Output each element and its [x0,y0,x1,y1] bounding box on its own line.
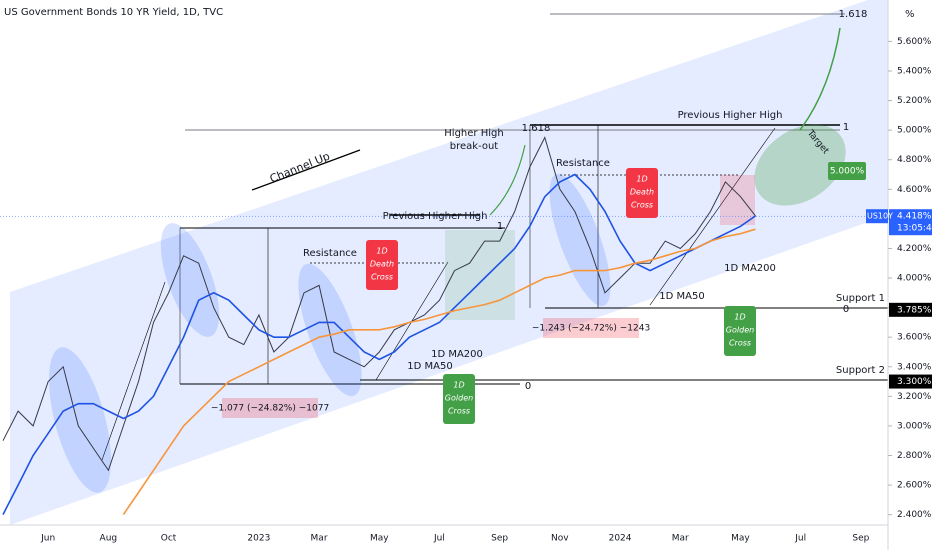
highlight [160,223,220,337]
callout-text: Cross [631,201,653,210]
y-tick-label: 5.600% [897,37,932,47]
support-label: Support 1 [836,293,885,304]
highlight [298,263,362,397]
y-tick-label: 3.200% [897,392,932,402]
price-tag [889,374,932,389]
annotation: break-out [450,141,499,152]
x-tick-label: Jul [794,534,806,544]
x-tick-label: Mar [672,534,689,544]
series-line [2,173,756,515]
x-tick-label: May [731,534,750,544]
drawing-line [649,127,776,306]
target-value: 5.000% [830,167,865,177]
x-tick-label: Mar [311,534,328,544]
series-line [2,136,756,472]
callout-text: Cross [371,273,393,282]
y-tick-label: 4.200% [897,244,932,254]
annotation: Resistance [556,158,610,169]
callout-text: Golden [726,326,754,335]
axis-unit: % [905,9,915,20]
price-tag-label: 4.418% [897,212,932,222]
callout-text: Death [630,188,654,197]
drawing-line [251,149,361,191]
symbol-label: US10Y [867,212,893,221]
callout-text: 1D [453,381,464,390]
y-tick-label: 2.800% [897,451,932,461]
countdown: 13:05:49 [897,224,932,234]
annotation: 1 [843,122,849,133]
annotation: Resistance [303,248,357,259]
breakout-arrow [489,144,526,216]
y-tick-label: 3.600% [897,333,932,343]
y-tick-label: 4.800% [897,155,932,165]
symbol-tag [866,209,888,224]
target-box [828,162,866,180]
callout-box [443,374,475,424]
callout-box [724,306,756,356]
x-tick-label: Aug [100,534,118,544]
annotation: 0 [525,381,531,392]
price-tag-label: 3.785% [897,305,932,315]
x-tick-label: Oct [161,534,177,544]
callout-box [366,240,398,290]
callout-text: 1D [636,175,647,184]
highlight [49,347,111,493]
series-line [122,228,756,516]
y-tick-label: 2.600% [897,481,932,491]
measure-box [222,398,318,418]
annotation: Previous Higher High [678,110,783,121]
support-label: Support 2 [836,365,885,376]
x-tick-label: Nov [551,534,569,544]
price-tag [889,209,932,236]
callout-text: Cross [448,407,470,416]
chart-title: US Government Bonds 10 YR Yield, 1D, TVC [4,7,223,18]
annotation: Previous Higher High [383,211,488,222]
y-tick-label: 3.000% [897,421,932,431]
callout-text: Cross [729,339,751,348]
y-tick-label: 4.600% [897,185,932,195]
annotation: 1D MA200 [724,263,776,274]
highlight [720,175,755,225]
callout-text: 1D [376,247,387,256]
y-tick-label: 2.400% [897,510,932,520]
y-tick-label: 4.000% [897,274,932,284]
measure-box [543,318,639,338]
target-zone [754,124,846,206]
annotation: 1D MA200 [431,349,483,360]
y-tick-label: 5.000% [897,126,932,136]
x-tick-label: 2024 [609,534,632,544]
callout-text: Golden [445,394,473,403]
annotation: 1 [497,221,503,232]
x-tick-label: Jul [433,534,445,544]
x-tick-label: Sep [852,534,869,544]
channel [10,0,888,525]
x-tick-label: May [370,534,389,544]
y-tick-label: 5.400% [897,66,932,76]
x-tick-label: Sep [491,534,508,544]
callout-text: 1D [734,313,745,322]
x-tick-label: 2023 [247,534,270,544]
annotation: 1D MA50 [407,361,452,372]
callout-box [626,168,658,218]
annotation: 1.618 [839,9,868,20]
y-tick-label: 5.200% [897,96,932,106]
x-tick-label: Jun [40,534,55,544]
target-arrow [799,27,841,131]
callout-text: Death [370,260,394,269]
annotation: Higher High [444,128,503,139]
annotation: 1D MA50 [659,291,704,302]
drawing-line [101,281,166,461]
price-tag [889,302,932,317]
y-tick-label: 3.400% [897,362,932,372]
annotation: 1.618 [522,123,551,134]
price-tag-label: 3.300% [897,377,932,387]
measure-label: −1.077 (−24.82%) −1077 [211,404,329,414]
measure-label: −1.243 (−24.72%) −1243 [532,324,650,334]
highlight [549,173,611,307]
annotation: 0 [843,304,849,315]
